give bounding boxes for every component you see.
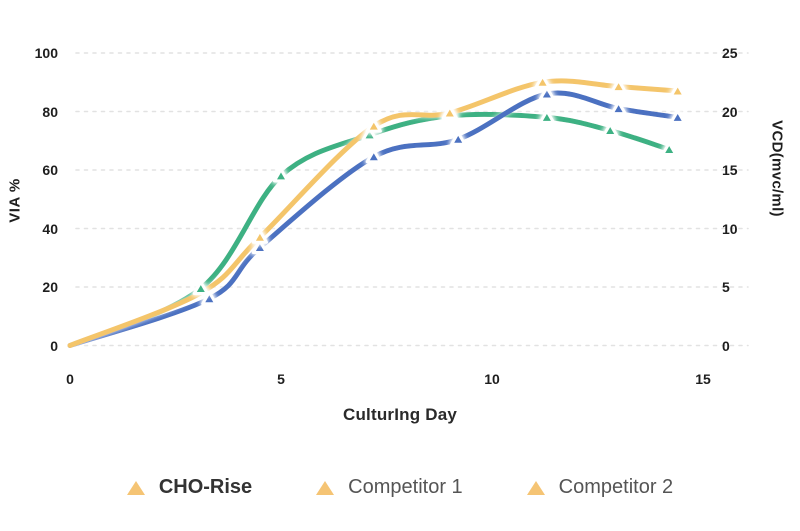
legend-label: Competitor 1: [348, 476, 463, 498]
legend-label: CHO-Rise: [158, 476, 253, 498]
tick-label-vcd-10: 10: [722, 220, 738, 237]
data-point-triangle-icon: [272, 167, 290, 183]
series-markers: [192, 74, 686, 306]
data-point-triangle-icon: [251, 229, 268, 244]
data-point-triangle-icon: [538, 86, 556, 101]
legend-triangle-icon: [526, 480, 545, 495]
data-point-triangle-icon: [192, 280, 209, 295]
legend-item-cho-rise: CHO-Rise: [126, 476, 253, 499]
tick-label-vcd-15: 15: [722, 162, 738, 178]
left-axis-title: VIA %: [6, 178, 24, 223]
tick-label-vcd-0: 0: [722, 337, 730, 354]
legend: CHO-Rise Competitor 1 Competitor 2: [0, 476, 800, 499]
data-point-triangle-icon: [361, 126, 378, 142]
data-point-triangle-icon: [669, 83, 686, 98]
data-point-triangle-icon: [251, 239, 268, 254]
tick-label-via-40: 40: [42, 220, 58, 237]
legend-item-competitor-1: Competitor 1: [316, 476, 463, 499]
plot-area: [67, 52, 749, 348]
data-point-triangle-icon: [201, 290, 218, 306]
tick-label-day-5: 5: [277, 371, 285, 387]
data-point-triangle-icon: [602, 122, 619, 137]
legend-triangle-icon: [126, 480, 145, 495]
data-point-triangle-icon: [534, 74, 551, 89]
tick-label-via-60: 60: [42, 162, 58, 178]
tick-label-via-100: 100: [34, 45, 58, 61]
data-point-triangle-icon: [661, 141, 678, 156]
tick-label-via-20: 20: [42, 279, 58, 295]
tick-label-day-10: 10: [484, 371, 500, 387]
tick-label-via-0: 0: [50, 337, 58, 354]
x-axis-title: CulturIng Day: [342, 405, 458, 424]
legend-label: Competitor 2: [558, 476, 674, 498]
legend-triangle-icon: [316, 480, 335, 495]
data-point-triangle-icon: [365, 148, 382, 164]
data-point-triangle-icon: [669, 109, 686, 124]
tick-label-via-80: 80: [42, 103, 58, 120]
data-point-triangle-icon: [610, 78, 627, 94]
tick-label-vcd-20: 20: [722, 103, 738, 120]
data-point-triangle-icon: [610, 100, 627, 116]
tick-label-vcd-25: 25: [722, 45, 738, 61]
legend-item-competitor-2: Competitor 2: [526, 476, 674, 499]
right-axis-title: VCD(mvc/ml): [768, 120, 786, 217]
gridlines: [75, 52, 749, 347]
data-point-triangle-icon: [365, 118, 382, 133]
tick-label-day-0: 0: [66, 371, 74, 387]
tick-label-day-15: 15: [695, 371, 711, 387]
data-point-triangle-icon: [538, 109, 556, 124]
data-point-triangle-icon: [450, 131, 467, 146]
tick-label-vcd-5: 5: [722, 279, 730, 295]
data-point-triangle-icon: [441, 105, 458, 120]
